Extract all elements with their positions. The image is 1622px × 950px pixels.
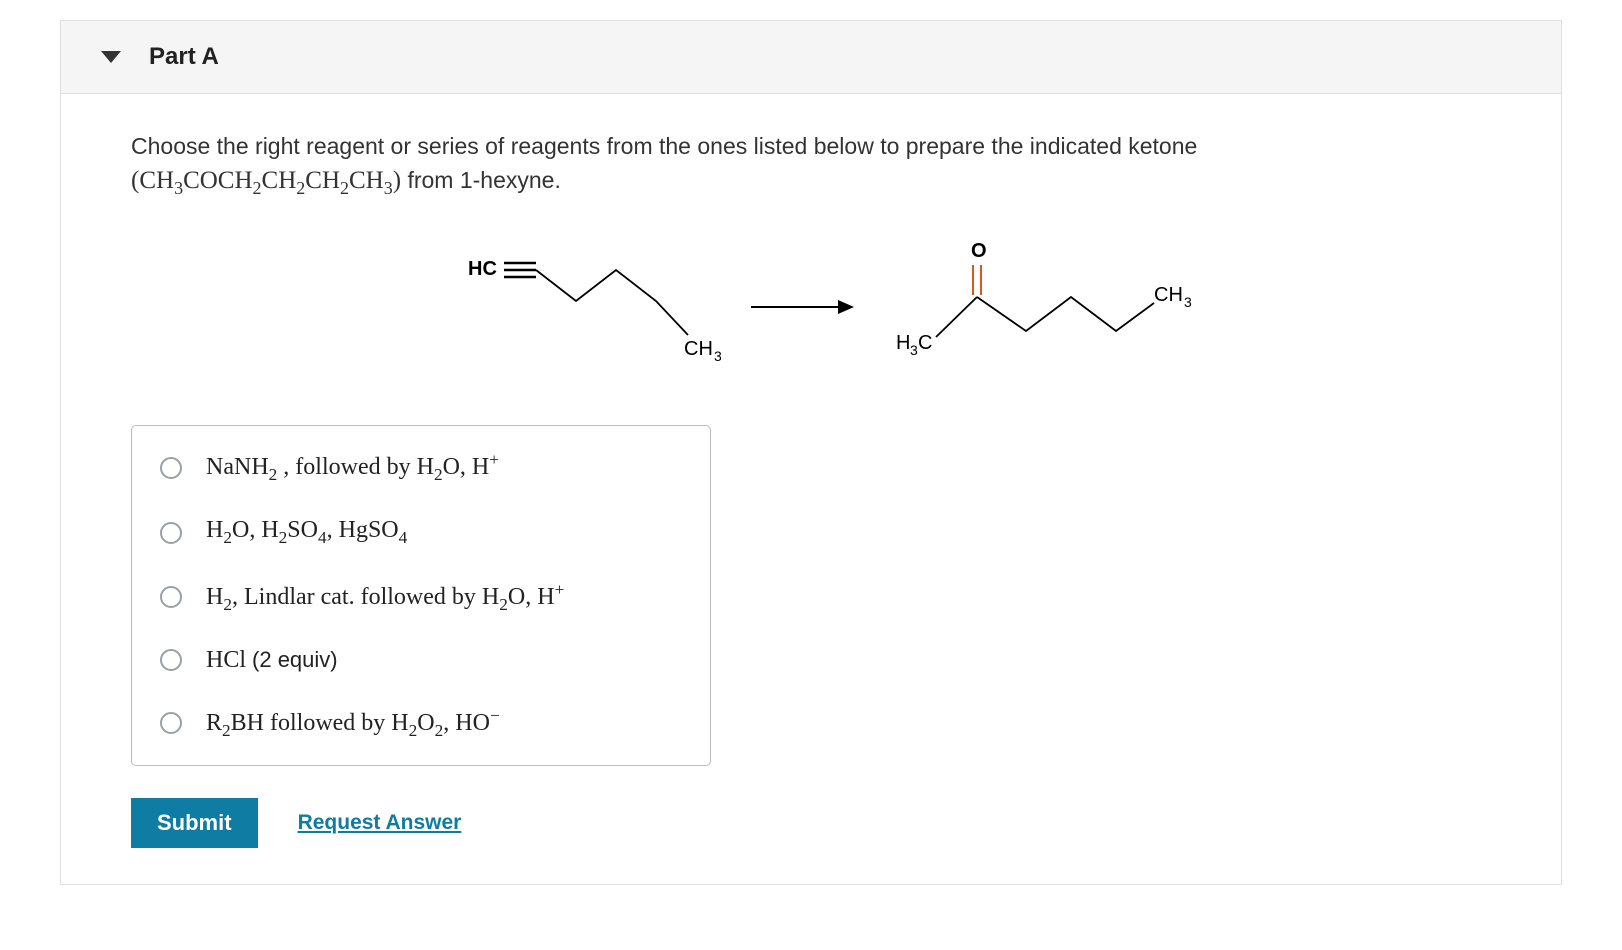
actions-row: Submit Request Answer: [131, 798, 1491, 848]
part-title: Part A: [149, 43, 219, 71]
reaction-diagram: HC CH 3 O H: [131, 237, 1491, 377]
svg-text:C: C: [918, 332, 932, 354]
option-3-label: HCl (2 equiv): [206, 647, 338, 674]
submit-button[interactable]: Submit: [131, 798, 258, 848]
prompt-text: Choose the right reagent or series of re…: [131, 130, 1491, 201]
prompt-line1: Choose the right reagent or series of re…: [131, 133, 1197, 159]
prompt-tail: from 1-hexyne.: [401, 167, 561, 193]
option-0[interactable]: NaNH2 , followed by H2O, H+: [132, 434, 710, 501]
radio-icon[interactable]: [160, 586, 182, 608]
radio-icon[interactable]: [160, 457, 182, 479]
part-header[interactable]: Part A: [61, 20, 1561, 94]
option-4-label: R2BH followed by H2O2, HO−: [206, 706, 500, 741]
chevron-down-icon: [101, 51, 121, 63]
prompt-formula-close: ): [393, 167, 401, 194]
svg-text:CH: CH: [1154, 284, 1183, 306]
question-frame: Part A Choose the right reagent or serie…: [60, 20, 1562, 885]
option-1[interactable]: H2O, H2SO4, HgSO4: [132, 501, 710, 564]
product-structure: O H 3 C CH 3: [876, 237, 1196, 377]
svg-text:O: O: [971, 240, 987, 262]
reactant-structure: HC CH 3: [426, 237, 726, 377]
hc-label: HC: [468, 258, 497, 280]
reaction-arrow-icon: [746, 287, 856, 327]
option-1-label: H2O, H2SO4, HgSO4: [206, 517, 407, 548]
option-2-label: H2, Lindlar cat. followed by H2O, H+: [206, 580, 564, 615]
svg-text:3: 3: [1184, 294, 1192, 310]
svg-text:3: 3: [714, 348, 722, 364]
radio-icon[interactable]: [160, 649, 182, 671]
question-content: Choose the right reagent or series of re…: [61, 94, 1561, 884]
option-2[interactable]: H2, Lindlar cat. followed by H2O, H+: [132, 564, 710, 631]
radio-icon[interactable]: [160, 712, 182, 734]
options-box: NaNH2 , followed by H2O, H+ H2O, H2SO4, …: [131, 425, 711, 765]
option-4[interactable]: R2BH followed by H2O2, HO−: [132, 690, 710, 757]
option-3[interactable]: HCl (2 equiv): [132, 631, 710, 690]
option-0-label: NaNH2 , followed by H2O, H+: [206, 450, 499, 485]
svg-text:H: H: [896, 332, 910, 354]
radio-icon[interactable]: [160, 522, 182, 544]
svg-text:3: 3: [910, 342, 918, 358]
prompt-formula-body: CH3COCH2CH2CH2CH3: [139, 167, 392, 194]
svg-text:CH: CH: [684, 338, 713, 360]
request-answer-link[interactable]: Request Answer: [298, 811, 462, 835]
